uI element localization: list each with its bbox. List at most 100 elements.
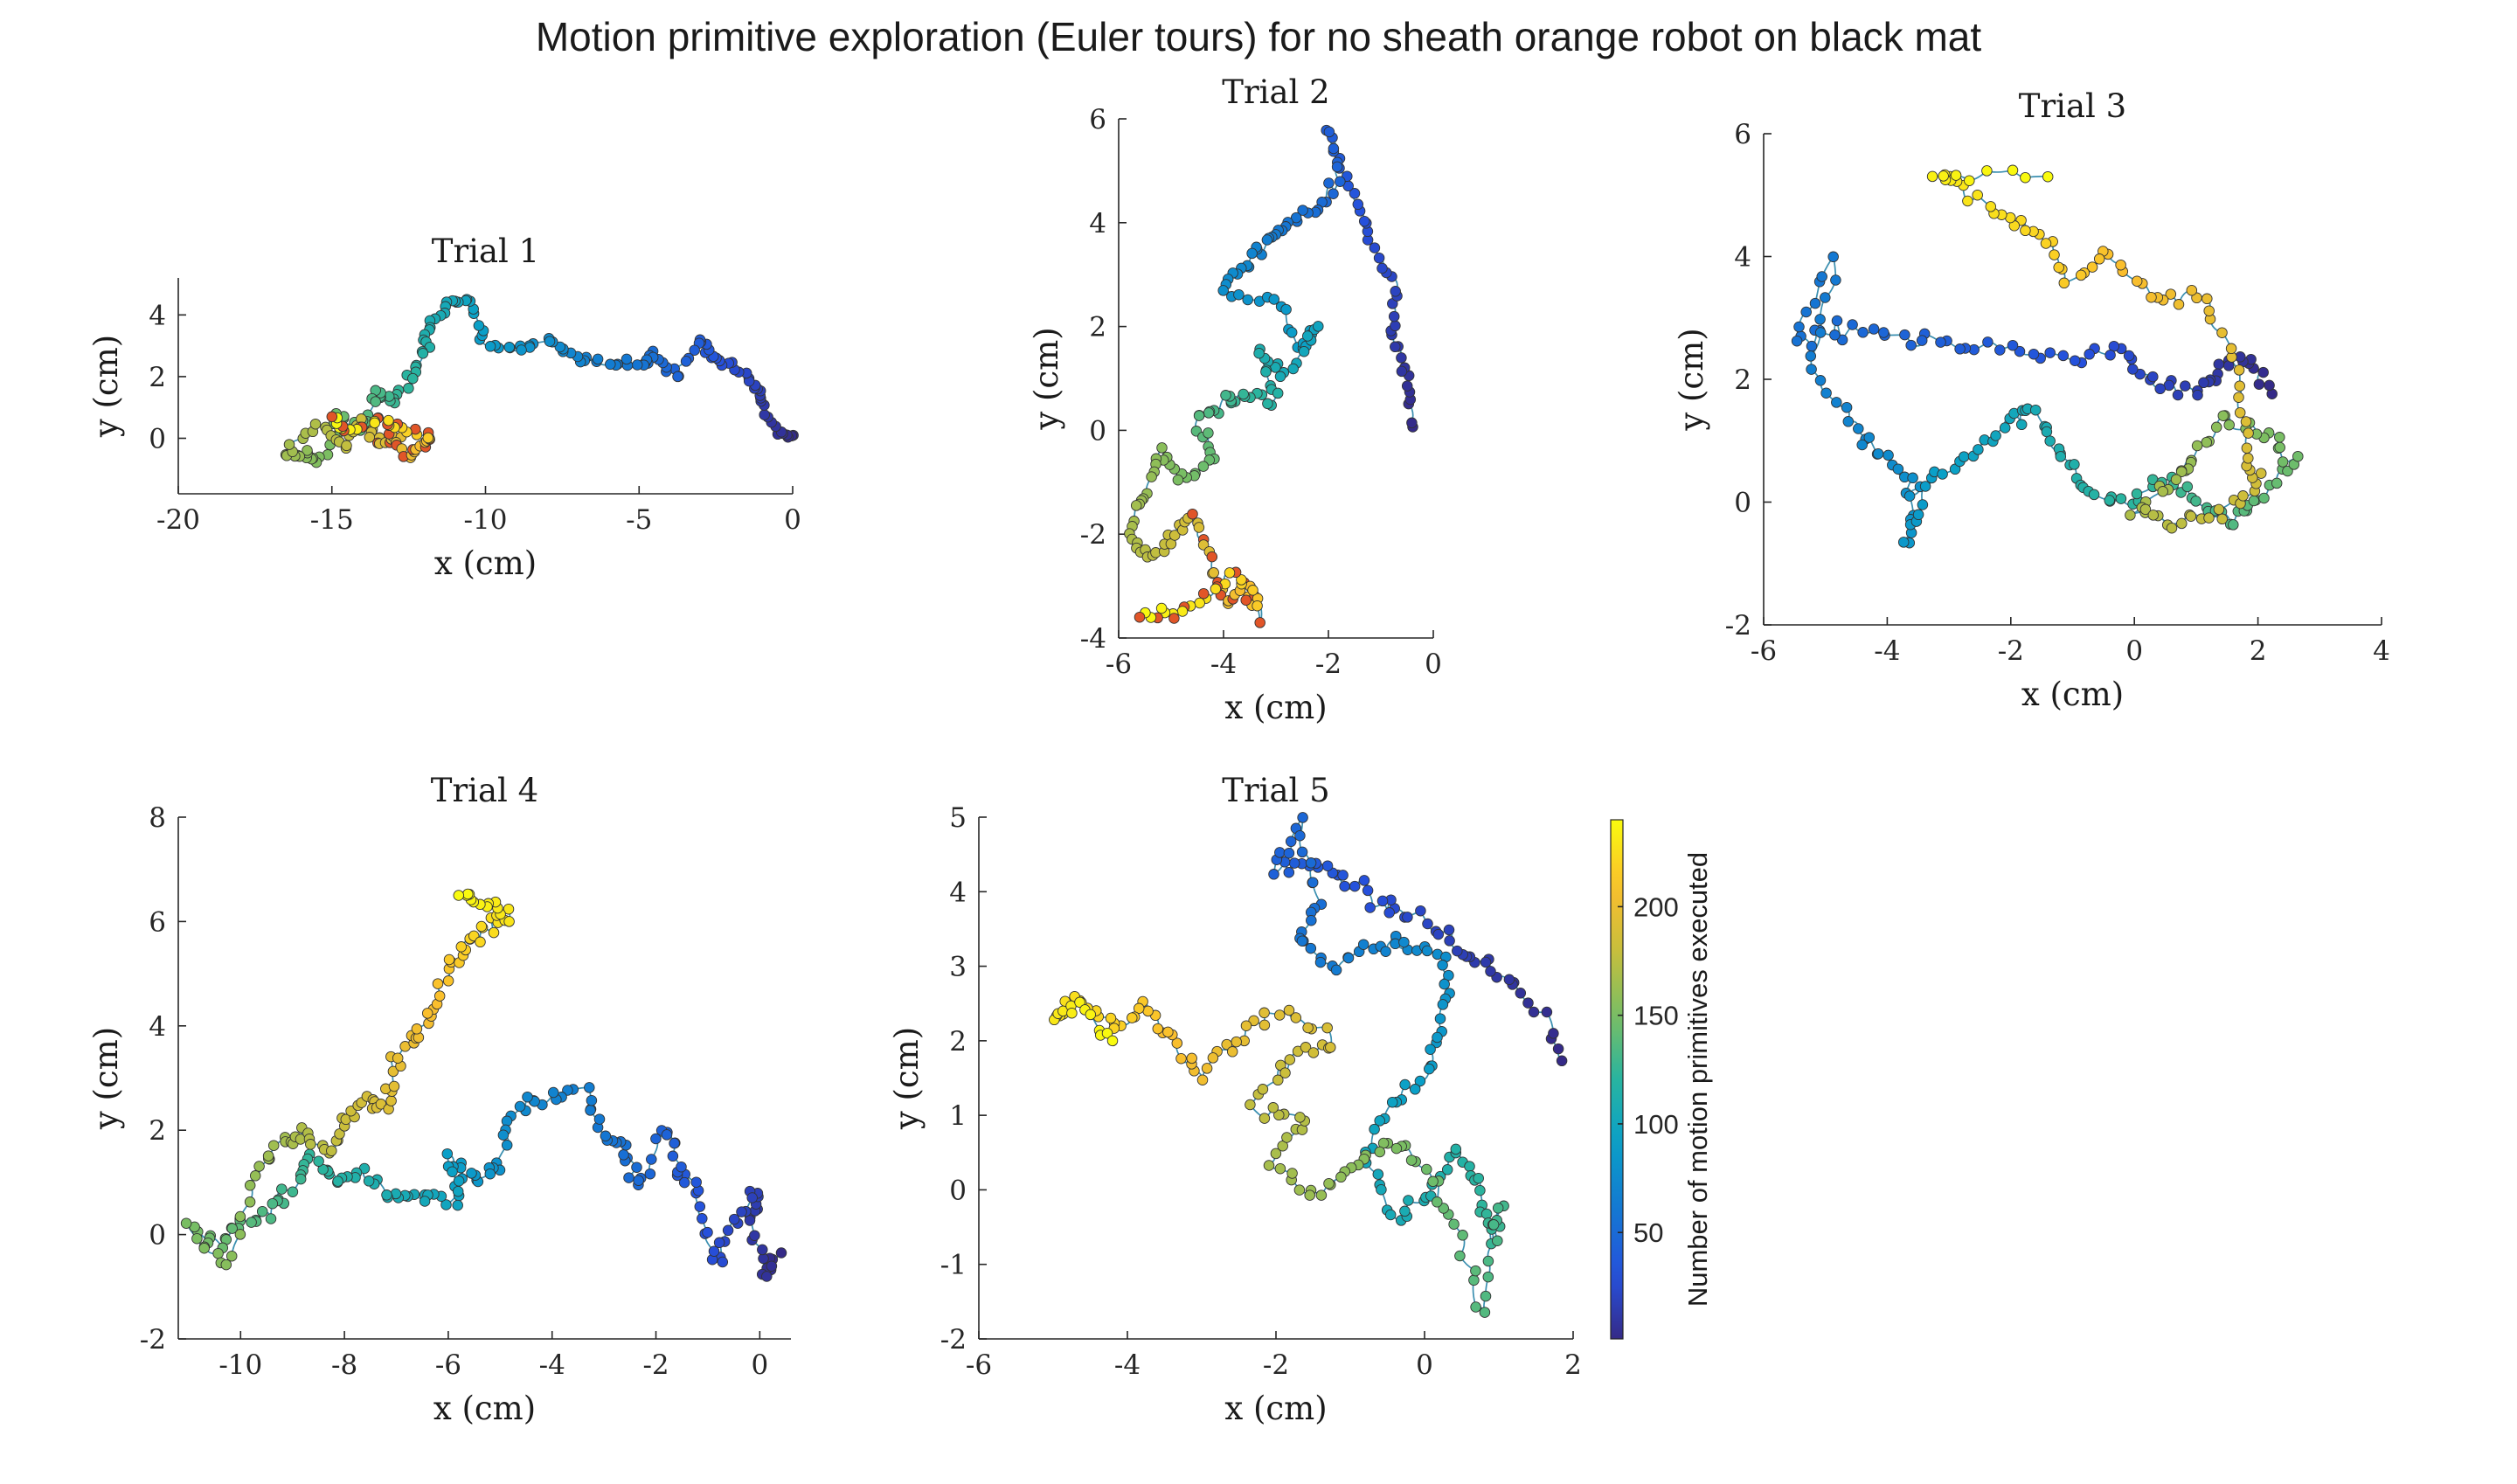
x-tick-label: 0 xyxy=(784,504,801,536)
data-point xyxy=(2049,249,2060,260)
data-point xyxy=(2234,380,2245,392)
data-point xyxy=(295,1173,307,1185)
data-point xyxy=(1450,1143,1462,1155)
data-point xyxy=(407,372,419,385)
data-point xyxy=(1473,1172,1484,1184)
data-point xyxy=(1285,836,1297,848)
data-point xyxy=(1935,336,1946,348)
data-point xyxy=(1252,600,1263,612)
data-point xyxy=(1820,292,1831,303)
data-point xyxy=(1482,1255,1494,1267)
data-point xyxy=(2127,364,2139,375)
data-point xyxy=(600,1130,612,1142)
data-point xyxy=(1439,978,1450,990)
data-point xyxy=(1556,1055,1568,1067)
data-point xyxy=(1872,447,1884,460)
data-point xyxy=(766,1260,778,1272)
x-tick-label: -6 xyxy=(1106,648,1132,680)
data-point xyxy=(1224,567,1236,579)
data-point xyxy=(1273,1109,1285,1121)
data-point xyxy=(246,1217,257,1228)
data-point xyxy=(1841,401,1853,413)
data-point xyxy=(2075,269,2087,281)
data-point xyxy=(1474,1184,1486,1196)
data-point xyxy=(1409,1084,1421,1095)
data-point xyxy=(1402,912,1413,923)
data-point xyxy=(2264,379,2275,392)
subplot-title: Trial 5 xyxy=(1222,772,1329,809)
data-point xyxy=(1480,956,1492,968)
data-point xyxy=(1283,847,1295,859)
data-point xyxy=(1432,1031,1443,1044)
data-point xyxy=(1281,1132,1293,1143)
data-point xyxy=(1261,234,1273,246)
data-point xyxy=(1321,1022,1333,1034)
data-point xyxy=(433,990,446,1002)
data-point xyxy=(267,1140,280,1151)
data-point xyxy=(584,1082,595,1093)
data-point xyxy=(736,1206,747,1217)
x-tick-label: -15 xyxy=(310,504,354,536)
data-point xyxy=(1331,161,1343,173)
y-tick-label: 1 xyxy=(949,1100,967,1132)
data-point xyxy=(586,1094,598,1106)
data-point xyxy=(2028,348,2040,360)
data-point xyxy=(1999,422,2011,433)
data-point xyxy=(1325,1042,1336,1053)
data-point xyxy=(702,1226,713,1238)
data-point xyxy=(2190,496,2202,507)
data-point xyxy=(562,1085,573,1096)
subplot-title: Trial 4 xyxy=(431,772,538,809)
data-point xyxy=(332,1175,343,1187)
data-point xyxy=(547,1086,559,1099)
data-point xyxy=(1820,387,1832,399)
y-tick-label: 5 xyxy=(949,802,967,834)
data-point xyxy=(1273,1009,1286,1021)
data-point xyxy=(453,1175,465,1187)
data-point xyxy=(2203,512,2215,524)
colorbar-tick-label: 50 xyxy=(1633,1217,1663,1248)
data-point xyxy=(1552,1043,1564,1055)
x-axis-label: x (cm) xyxy=(2021,676,2124,713)
data-point xyxy=(1364,902,1376,913)
data-point xyxy=(1853,423,1864,434)
data-point xyxy=(514,1100,526,1113)
data-point xyxy=(2223,419,2235,431)
x-tick-label: 0 xyxy=(1425,648,1442,680)
x-tick-label: 2 xyxy=(1564,1349,1582,1381)
data-point xyxy=(249,1170,261,1182)
data-point xyxy=(1175,1052,1187,1064)
data-point xyxy=(1298,345,1310,357)
data-point xyxy=(1101,1027,1113,1039)
data-point xyxy=(1388,310,1400,322)
data-point xyxy=(1155,602,1168,614)
data-point xyxy=(633,1175,644,1186)
data-point xyxy=(1421,1163,1432,1175)
data-point xyxy=(1806,364,1817,375)
data-point xyxy=(1919,481,1931,492)
data-point xyxy=(1373,252,1385,264)
data-point xyxy=(283,439,295,450)
data-point xyxy=(326,1145,337,1156)
data-point xyxy=(1878,327,1889,338)
data-point xyxy=(1362,884,1374,897)
data-point xyxy=(2123,350,2135,362)
subplot-title: Trial 1 xyxy=(432,232,539,270)
data-point xyxy=(1480,1290,1492,1302)
data-point xyxy=(462,888,474,900)
data-point xyxy=(442,975,454,987)
data-point xyxy=(1196,1074,1209,1085)
data-point xyxy=(1897,537,1910,548)
data-point xyxy=(592,353,604,365)
data-point xyxy=(375,1099,387,1110)
data-point xyxy=(2055,451,2067,462)
x-tick-label: -6 xyxy=(435,1349,461,1381)
data-point xyxy=(191,1232,203,1245)
data-point xyxy=(1793,321,1805,333)
data-point xyxy=(1272,387,1284,399)
data-point xyxy=(1964,175,1975,186)
data-point xyxy=(1480,1208,1493,1220)
x-tick-label: -8 xyxy=(331,1349,357,1381)
data-point xyxy=(383,414,394,426)
data-point xyxy=(1905,339,1917,351)
